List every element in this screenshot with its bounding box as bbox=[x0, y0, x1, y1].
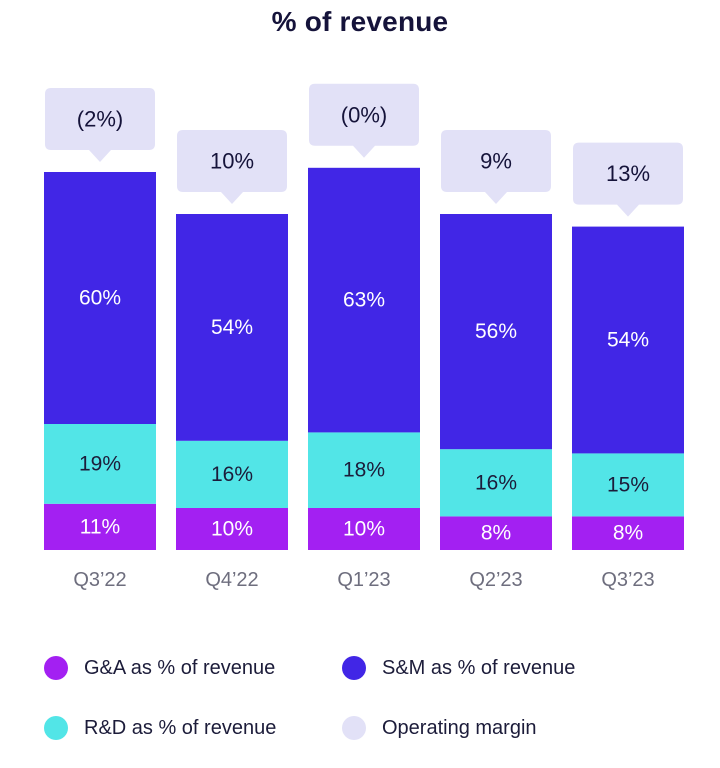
bar-label-2-2: 63% bbox=[343, 289, 385, 312]
bar-label-2-3: 56% bbox=[475, 320, 517, 343]
bar-label-0-0: 11% bbox=[80, 515, 120, 538]
operating-margin-callout-3 bbox=[441, 130, 551, 204]
bar-label-2-4: 54% bbox=[607, 329, 649, 352]
operating-margin-label-3: 9% bbox=[480, 149, 512, 174]
x-tick-label-0: Q3’22 bbox=[73, 569, 126, 591]
legend-swatch-sm bbox=[342, 656, 366, 680]
bar-label-1-1: 16% bbox=[211, 463, 253, 486]
legend-label-rd: R&D as % of revenue bbox=[84, 716, 277, 739]
bar-label-1-3: 16% bbox=[475, 471, 517, 494]
bar-segment-0-0 bbox=[44, 503, 156, 550]
x-tick-label-1: Q4’22 bbox=[205, 569, 258, 591]
legend-label-operating-margin: Operating margin bbox=[382, 716, 537, 739]
bar-segment-0-2 bbox=[308, 508, 420, 550]
bar-label-0-3: 8% bbox=[481, 522, 511, 545]
bar-label-0-4: 8% bbox=[613, 522, 643, 545]
bar-label-1-4: 15% bbox=[607, 473, 649, 496]
bar-segment-2-3 bbox=[440, 214, 552, 450]
legend-item-rd: R&D as % of revenue bbox=[44, 716, 276, 740]
legend-item-sm: S&M as % of revenue bbox=[342, 656, 575, 680]
bar-segment-1-1 bbox=[176, 440, 288, 508]
bar-label-2-0: 60% bbox=[79, 287, 121, 310]
bar-segment-2-1 bbox=[176, 214, 288, 441]
bar-segment-2-4 bbox=[572, 226, 684, 454]
bar-label-1-0: 19% bbox=[79, 452, 121, 475]
operating-margin-label-1: 10% bbox=[210, 149, 254, 174]
operating-margin-label-0: (2%) bbox=[77, 107, 123, 132]
operating-margin-label-4: 13% bbox=[606, 161, 650, 186]
legend-item-ga: G&A as % of revenue bbox=[44, 656, 275, 680]
bar-label-0-1: 10% bbox=[211, 518, 253, 541]
bar-segment-2-0 bbox=[44, 172, 156, 424]
operating-margin-callout-0 bbox=[45, 88, 155, 162]
operating-margin-callout-1 bbox=[177, 130, 287, 204]
legend-label-sm: S&M as % of revenue bbox=[382, 656, 576, 679]
bar-segment-0-4 bbox=[572, 516, 684, 550]
x-tick-label-4: Q3’23 bbox=[601, 569, 654, 591]
bar-segment-0-1 bbox=[176, 508, 288, 550]
bar-segment-1-2 bbox=[308, 432, 420, 508]
bar-label-2-1: 54% bbox=[211, 316, 253, 339]
chart-legend: G&A as % of revenue S&M as % of revenue … bbox=[0, 640, 720, 760]
legend-item-operating-margin: Operating margin bbox=[342, 716, 537, 740]
bar-label-0-2: 10% bbox=[343, 518, 385, 541]
bar-segment-1-3 bbox=[440, 449, 552, 517]
legend-swatch-operating-margin bbox=[342, 716, 366, 740]
legend-label-ga: G&A as % of revenue bbox=[84, 656, 276, 679]
legend-swatch-ga bbox=[44, 656, 68, 680]
chart-title: % of revenue bbox=[271, 6, 449, 37]
bar-label-1-2: 18% bbox=[343, 459, 385, 482]
x-tick-label-2: Q1’23 bbox=[337, 569, 390, 591]
bar-segment-1-4 bbox=[572, 453, 684, 517]
stacked-bar-chart: 11% 19% 60% (2%) Q3’22 10% 16% 54% 10% Q4’22 10% 18… bbox=[44, 83, 684, 591]
x-tick-label-3: Q2’23 bbox=[469, 569, 522, 591]
bar-segment-0-3 bbox=[440, 516, 552, 550]
bar-segment-2-2 bbox=[308, 167, 420, 433]
operating-margin-callout-2 bbox=[309, 83, 419, 158]
legend-swatch-rd bbox=[44, 716, 68, 740]
operating-margin-callout-4 bbox=[573, 142, 683, 217]
operating-margin-label-2: (0%) bbox=[341, 102, 387, 127]
bar-segment-1-0 bbox=[44, 424, 156, 504]
